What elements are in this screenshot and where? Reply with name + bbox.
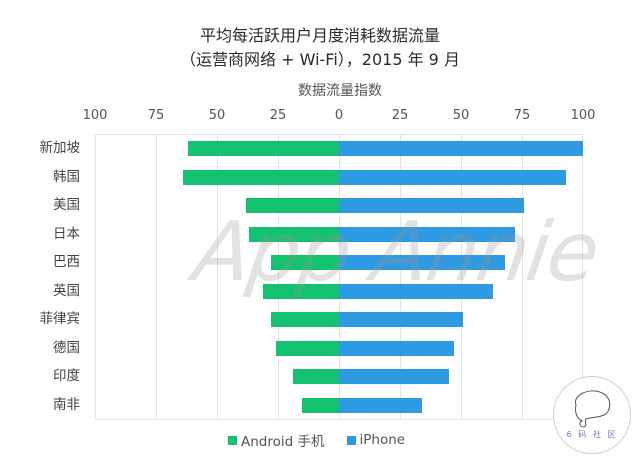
gridline — [278, 135, 279, 419]
x-tick-label: 50 — [208, 108, 226, 123]
gridline — [400, 135, 401, 419]
bar-android[interactable] — [270, 312, 339, 327]
bar-android[interactable] — [182, 169, 339, 185]
bar-iphone[interactable] — [339, 283, 493, 299]
x-tick-label: 25 — [269, 108, 287, 123]
category-label: 新加坡 — [39, 140, 81, 156]
bar-iphone[interactable] — [339, 169, 566, 185]
bar-iphone[interactable] — [339, 226, 515, 242]
bar-iphone[interactable] — [339, 340, 454, 356]
bar-android[interactable] — [275, 340, 339, 356]
category-label: 南非 — [53, 396, 80, 413]
x-tick-label: 75 — [147, 108, 165, 123]
bar-android[interactable] — [187, 141, 339, 156]
x-tick-label: 75 — [513, 108, 531, 123]
category-label: 日本 — [53, 225, 80, 242]
bar-android[interactable] — [246, 198, 339, 213]
bar-iphone[interactable] — [339, 255, 505, 270]
category-label: 巴西 — [53, 254, 80, 270]
gridline — [217, 135, 218, 419]
bar-iphone[interactable] — [339, 312, 464, 327]
legend: Android 手机 iPhone — [228, 430, 405, 450]
category-label: 韩国 — [53, 168, 80, 185]
chart-title-line1: 平均每活跃用户月度消耗数据流量 — [199, 26, 440, 45]
gridline — [522, 135, 523, 419]
community-logo: 6 码 社 区 — [553, 376, 631, 454]
gridline — [339, 135, 340, 419]
bar-android[interactable] — [270, 255, 339, 270]
category-label: 印度 — [53, 368, 80, 384]
axis-title: 数据流量指数 — [298, 83, 382, 99]
legend-item-iphone[interactable]: iPhone — [346, 432, 406, 448]
x-tick-label: 25 — [391, 108, 409, 123]
bar-android[interactable] — [263, 283, 339, 299]
elephant-logo-icon — [574, 390, 611, 428]
gridline — [156, 135, 157, 419]
iphone-swatch-icon — [346, 435, 356, 445]
bar-iphone[interactable] — [339, 198, 525, 213]
x-tick-label: 100 — [82, 108, 108, 123]
chart-title-line2: （运营商网络 + Wi-Fi），2015 年 9 月 — [180, 50, 460, 69]
legend-label-iphone: iPhone — [359, 432, 406, 448]
x-tick-label: 100 — [570, 108, 596, 123]
category-label: 英国 — [53, 282, 80, 299]
x-tick-label: 50 — [452, 108, 470, 123]
category-label: 德国 — [53, 339, 80, 356]
bar-iphone[interactable] — [339, 141, 583, 156]
x-tick-label: 0 — [334, 108, 344, 123]
category-label: 菲律宾 — [39, 311, 81, 327]
gridline — [461, 135, 462, 419]
bar-android[interactable] — [248, 226, 339, 242]
legend-label-android: Android 手机 — [241, 434, 325, 450]
bar-android[interactable] — [292, 369, 339, 384]
category-label: 美国 — [53, 197, 80, 213]
bar-android[interactable] — [302, 397, 339, 413]
android-swatch-icon — [228, 435, 237, 445]
bar-iphone[interactable] — [339, 397, 422, 413]
logo-text: 6 码 社 区 — [566, 430, 618, 439]
plot-area — [95, 134, 583, 420]
legend-item-android[interactable]: Android 手机 — [228, 430, 325, 450]
bar-iphone[interactable] — [339, 369, 449, 384]
